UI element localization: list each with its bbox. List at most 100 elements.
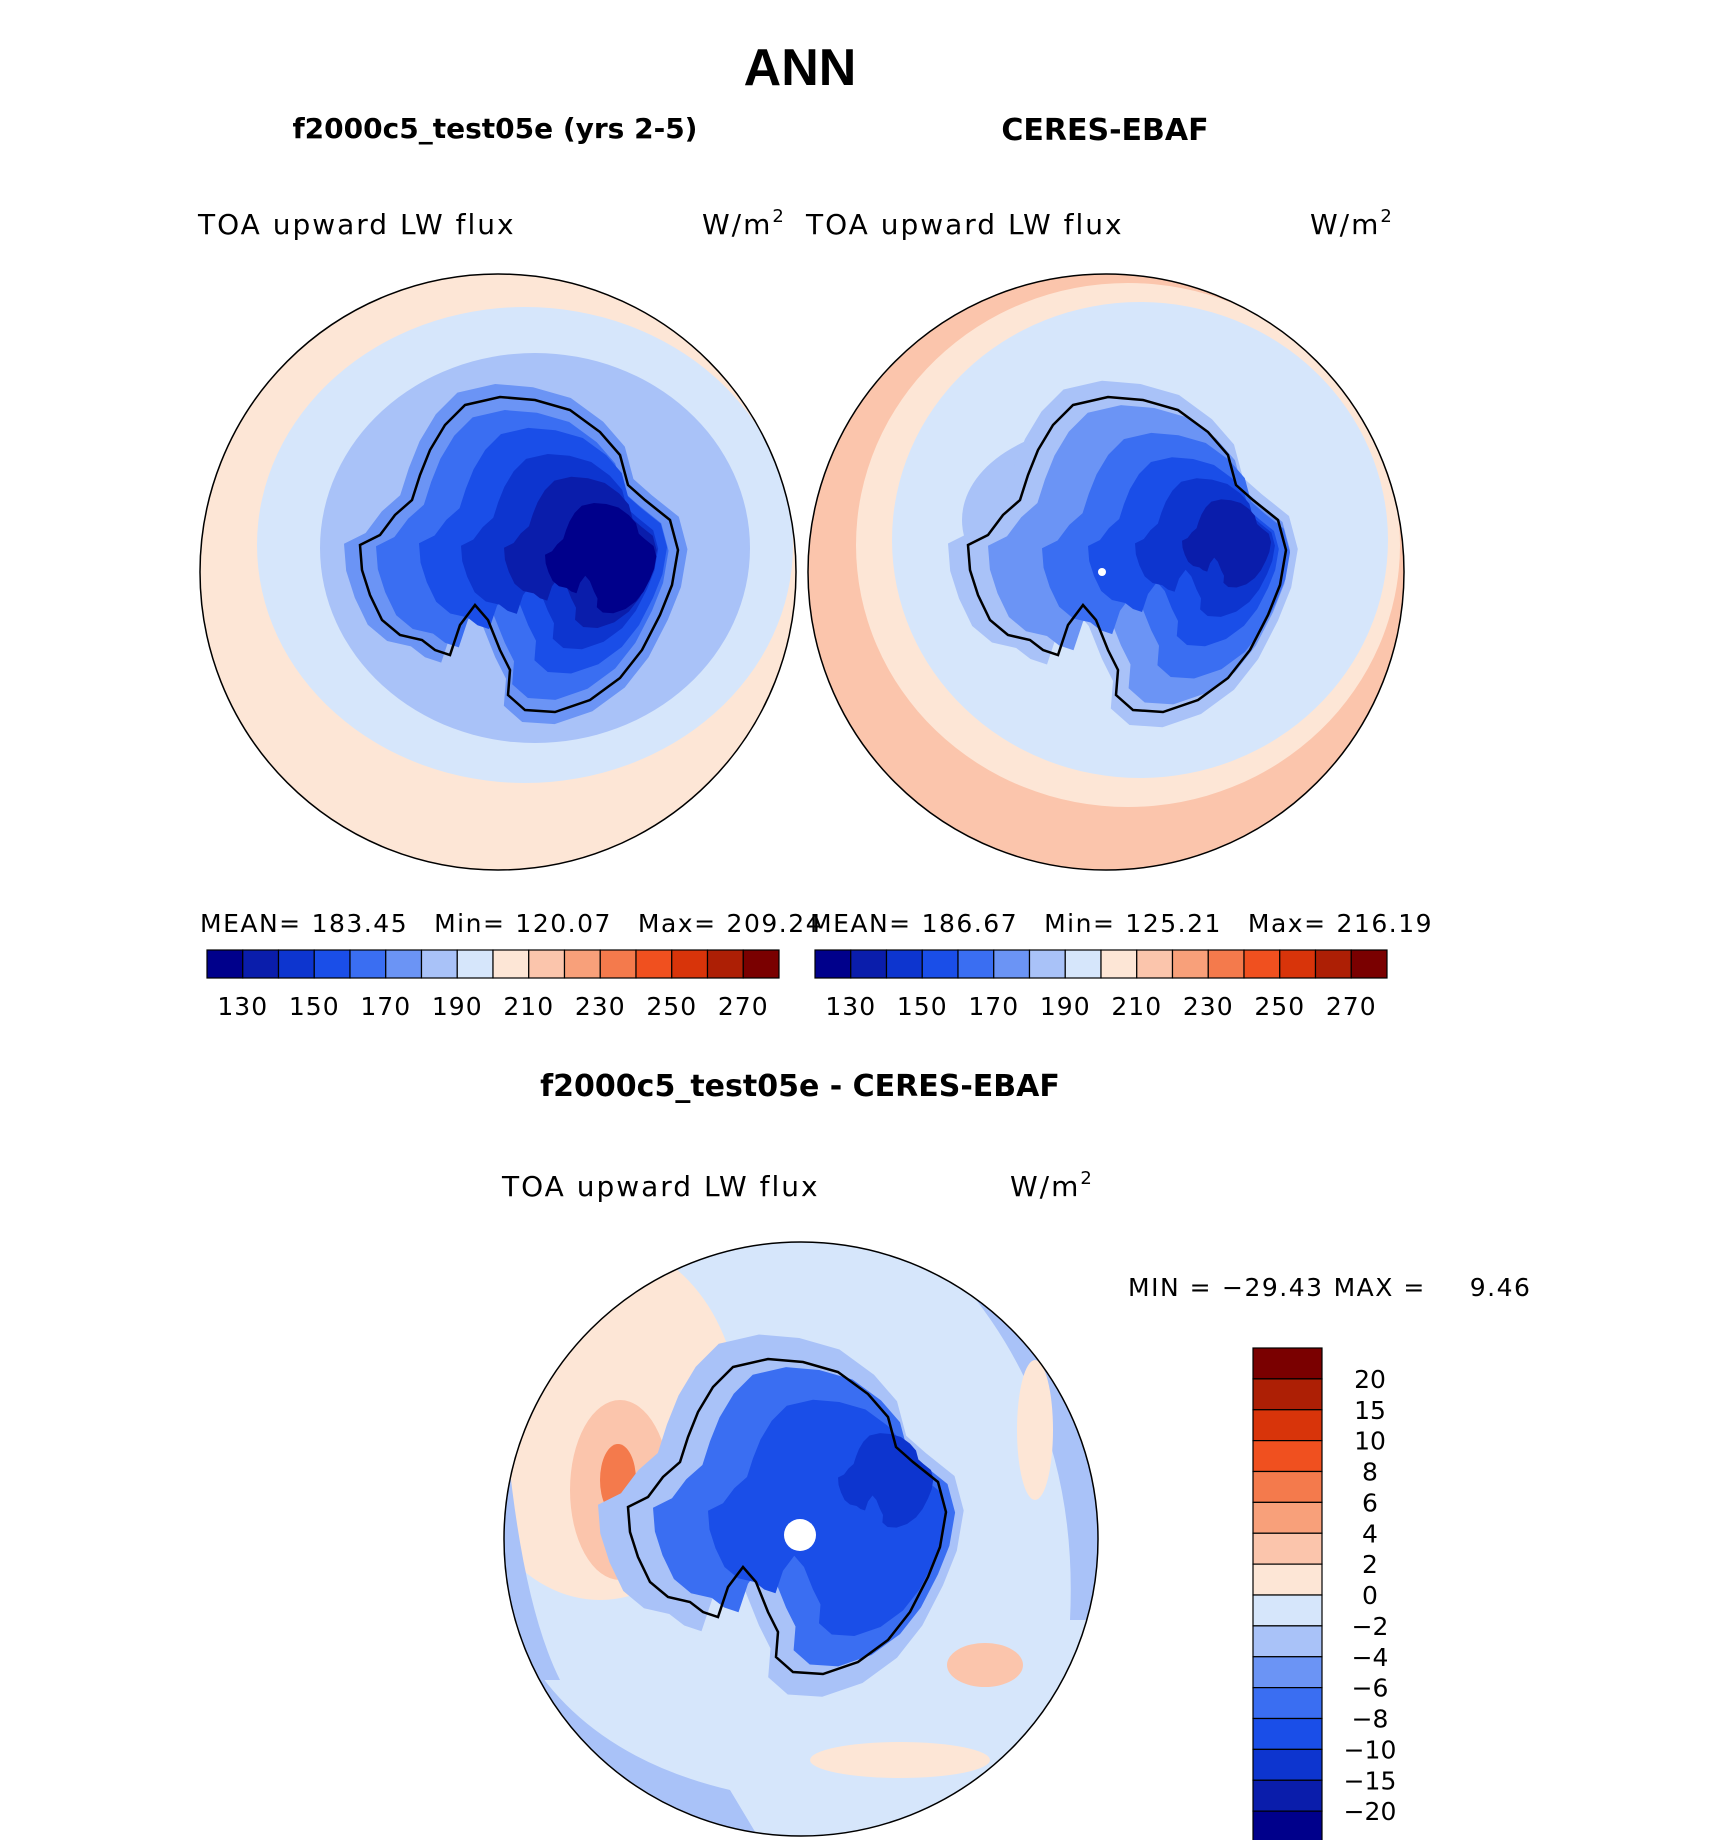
- colorbar-swatch: [1136, 949, 1174, 979]
- colorbar-swatch: [1314, 949, 1352, 979]
- panel-diff-title: f2000c5_test05e - CERES-EBAF: [540, 1069, 1060, 1104]
- colorbar-swatch: [277, 949, 315, 979]
- colorbar-tick-label: 6: [1362, 1488, 1378, 1517]
- map-diff: [504, 1242, 1098, 1836]
- colorbar-swatch: [1064, 949, 1102, 979]
- colorbar-tick-label: 130: [217, 992, 268, 1021]
- colorbar-swatch: [492, 949, 530, 979]
- colorbar-tick-label: 150: [897, 992, 948, 1021]
- figure-title: ANN: [744, 39, 857, 97]
- colorbar-tick-label: 210: [1111, 992, 1162, 1021]
- colorbar-swatch: [635, 949, 673, 979]
- colorbar-tick-label: 130: [825, 992, 876, 1021]
- colorbar-swatch: [993, 949, 1031, 979]
- colorbar-swatch: [1279, 949, 1317, 979]
- colorbar-swatch: [1252, 1532, 1323, 1565]
- colorbar-swatch: [1252, 1347, 1323, 1380]
- panel-model-stats: MEAN= 183.45 Min= 120.07 Max= 209.24: [200, 909, 823, 938]
- colorbar-swatch: [885, 949, 923, 979]
- colorbar-tick-label: −2: [1352, 1612, 1389, 1641]
- colorbar-tick-label: 8: [1362, 1458, 1378, 1487]
- colorbar-tick-label: 170: [968, 992, 1019, 1021]
- colorbar-swatch: [1252, 1563, 1323, 1596]
- colorbar-swatch: [349, 949, 387, 979]
- colorbar-swatch: [385, 949, 423, 979]
- colorbar-swatch: [1252, 1687, 1323, 1720]
- colorbar-swatch: [1243, 949, 1281, 979]
- colorbar-tick-label: −6: [1352, 1674, 1389, 1703]
- colorbar-tick-label: 20: [1354, 1365, 1386, 1394]
- panel-model-units: W/m2: [702, 206, 786, 241]
- colorbar-swatch: [1252, 1779, 1323, 1812]
- colorbar-swatch: [1100, 949, 1138, 979]
- colorbar-swatch: [1252, 1470, 1323, 1503]
- colorbar-tick-label: −8: [1352, 1705, 1389, 1734]
- colorbar-tick-label: −4: [1352, 1643, 1389, 1672]
- colorbar-swatch: [1252, 1501, 1323, 1534]
- colorbar-tick-label: 250: [646, 992, 697, 1021]
- colorbar-swatch: [420, 949, 458, 979]
- colorbar-swatch: [1350, 949, 1388, 979]
- colorbar-swatch: [742, 949, 780, 979]
- panel-obs-units: W/m2: [1310, 206, 1394, 241]
- colorbar-swatch: [671, 949, 709, 979]
- colorbar-swatch: [242, 949, 280, 979]
- colorbar-tick-label: −20: [1344, 1797, 1397, 1826]
- colorbar-swatch: [1028, 949, 1066, 979]
- colorbar-swatch: [814, 949, 852, 979]
- colorbar-swatch: [206, 949, 244, 979]
- colorbar-swatch: [921, 949, 959, 979]
- colorbar-swatch: [1252, 1409, 1323, 1442]
- colorbar-tick-label: 270: [1326, 992, 1377, 1021]
- panel-diff-variable: TOA upward LW flux: [501, 1170, 820, 1203]
- colorbar-tick-label: 190: [1040, 992, 1091, 1021]
- colorbar-swatch: [1252, 1378, 1323, 1411]
- panel-obs-stats: MEAN= 186.67 Min= 125.21 Max= 216.19: [810, 909, 1433, 938]
- panel-obs-variable: TOA upward LW flux: [805, 208, 1124, 241]
- panel-model-variable: TOA upward LW flux: [197, 208, 516, 241]
- map-diff-border: [503, 1241, 1099, 1837]
- colorbar-obs: 130 150 170 190 210 230 250 270: [814, 949, 1388, 1021]
- map-model: [200, 274, 796, 870]
- colorbar-swatch: [1207, 949, 1245, 979]
- colorbar-model: 130 150 170 190 210 230 250 270: [206, 949, 780, 1021]
- panel-diff-units: W/m2: [1010, 1168, 1094, 1203]
- panel-obs-title: CERES-EBAF: [1001, 113, 1208, 148]
- panel-diff-stats: MIN = −29.43 MAX = 9.46: [1128, 1273, 1531, 1302]
- panel-model: f2000c5_test05e (yrs 2-5) TOA upward LW …: [197, 112, 823, 1021]
- colorbar-swatch: [1252, 1656, 1323, 1689]
- colorbar-swatch: [1252, 1594, 1323, 1627]
- colorbar-tick-label: 10: [1354, 1427, 1386, 1456]
- colorbar-tick-label: −10: [1344, 1735, 1397, 1764]
- colorbar-tick-label: −15: [1344, 1766, 1397, 1795]
- map-obs-border: [807, 273, 1405, 871]
- colorbar-tick-label: 230: [1183, 992, 1234, 1021]
- colorbar-tick-label: 250: [1254, 992, 1305, 1021]
- colorbar-tick-label: 170: [360, 992, 411, 1021]
- colorbar-tick-label: 4: [1362, 1519, 1378, 1548]
- colorbar-tick-label: 230: [575, 992, 626, 1021]
- colorbar-swatch: [1171, 949, 1209, 979]
- panel-obs: CERES-EBAF TOA upward LW flux W/m2 MEAN=…: [805, 113, 1433, 1021]
- colorbar-tick-label: 270: [718, 992, 769, 1021]
- colorbar-tick-label: 210: [503, 992, 554, 1021]
- colorbar-swatch: [706, 949, 744, 979]
- colorbar-swatch: [313, 949, 351, 979]
- colorbar-swatch: [456, 949, 494, 979]
- colorbar-tick-label: 150: [289, 992, 340, 1021]
- colorbar-swatch: [599, 949, 637, 979]
- colorbar-swatch: [1252, 1625, 1323, 1658]
- colorbar-swatch: [957, 949, 995, 979]
- colorbar-tick-label: 190: [432, 992, 483, 1021]
- colorbar-tick-label: 0: [1362, 1581, 1378, 1610]
- panel-model-title: f2000c5_test05e (yrs 2-5): [293, 112, 698, 145]
- colorbar-swatch: [528, 949, 566, 979]
- colorbar-swatch: [1252, 1440, 1323, 1473]
- panel-diff: f2000c5_test05e - CERES-EBAF TOA upward …: [501, 1069, 1531, 1840]
- colorbar-swatch: [1252, 1717, 1323, 1750]
- colorbar-swatch: [563, 949, 601, 979]
- colorbar-swatch: [1252, 1810, 1323, 1840]
- colorbar-tick-label: 15: [1354, 1396, 1386, 1425]
- colorbar-tick-label: 2: [1362, 1550, 1378, 1579]
